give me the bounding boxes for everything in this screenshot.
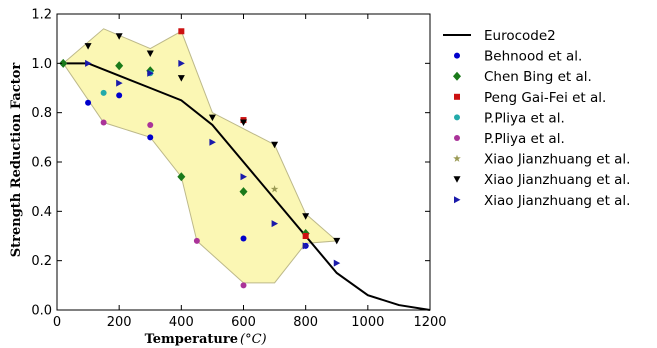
eurocode2-line: [63, 62, 431, 311]
legend-marker-swatch: [454, 52, 460, 59]
series-1-point: [147, 134, 154, 141]
legend-marker-swatch: [454, 196, 461, 204]
series-2-point: [59, 58, 68, 68]
series-8-point: [178, 59, 185, 67]
y-axis-ticks: 0.0 0.2 0.4 0.6 0.8 1.0 1.2: [31, 8, 430, 319]
data-envelope: [62, 28, 338, 284]
series-6-point: [270, 185, 279, 193]
series-8-point: [271, 220, 279, 228]
legend-label: Peng Gai-Fei et al.: [484, 90, 606, 106]
series-3-point: [302, 233, 309, 239]
y-tick-label: 0.2: [31, 254, 52, 269]
series-8-point: [209, 138, 216, 146]
series-2-point: [239, 187, 248, 197]
x-axis-ticks: 0 200 400 600 800 1000 1200: [53, 14, 447, 330]
series-1-point: [85, 99, 92, 106]
y-tick-label: 1.2: [31, 8, 52, 23]
series-7-point: [84, 43, 92, 50]
series-5-point: [147, 122, 154, 128]
series-7-point: [271, 141, 279, 149]
series-4-point: [100, 89, 107, 96]
y-tick-label: 1.0: [31, 57, 52, 72]
series-8-point: [85, 59, 92, 67]
x-tick-label: 1200: [413, 315, 446, 330]
legend-label: Behnood et al.: [484, 49, 582, 65]
y-tick-label: 0.0: [31, 304, 52, 319]
x-tick-label: 600: [231, 315, 256, 330]
legend-marker-swatch: [454, 135, 460, 141]
series-8-point: [333, 259, 341, 267]
legend-label: Xiao Jianzhuang et al.: [484, 172, 630, 188]
y-tick-label: 0.8: [31, 106, 52, 121]
legend-label: P.Pliya et al.: [484, 110, 565, 126]
legend-label: Chen Bing et al.: [484, 69, 592, 85]
y-tick-label: 0.6: [31, 156, 52, 171]
series-1-point: [240, 235, 247, 242]
legend-label: Xiao Jianzhuang et al.: [484, 152, 630, 168]
x-tick-label: 400: [169, 315, 194, 330]
legend-marker-swatch: [454, 114, 460, 121]
series-1-point: [116, 92, 123, 99]
legend-label: Eurocode2: [484, 28, 556, 44]
series-8-point: [240, 173, 247, 181]
series-7-point: [146, 50, 154, 57]
series-8-point: [302, 242, 310, 250]
x-tick-label: 800: [293, 315, 318, 330]
legend-label: P.Pliya et al.: [484, 131, 565, 147]
series-7-point: [240, 119, 247, 127]
series-3-point: [178, 28, 185, 35]
series-7-point: [115, 33, 123, 40]
series-7-point: [177, 75, 185, 82]
y-axis-label: Strength Reduction Factor: [9, 63, 24, 258]
x-tick-label: 0: [53, 315, 61, 330]
legend-marker-swatch: [453, 71, 461, 81]
series-2-point: [177, 172, 186, 182]
series-7-point: [333, 237, 341, 245]
series-7-point: [302, 213, 310, 220]
series-7-point: [208, 114, 216, 122]
legend-marker-swatch: [453, 154, 461, 162]
envelope-polygon: [62, 28, 338, 284]
x-axis-label: Temperature: [145, 332, 238, 347]
series-8-point: [147, 69, 154, 77]
series-2-point: [115, 61, 124, 71]
y-tick-label: 0.4: [31, 205, 52, 220]
x-tick-label: 1000: [351, 315, 384, 330]
x-axis-unit: (°C): [240, 332, 267, 347]
legend-marker-swatch: [454, 93, 460, 100]
series-markers: [59, 28, 341, 289]
legend-marker-swatch: [453, 176, 461, 183]
series-5-point: [193, 237, 200, 244]
series-lines: [63, 62, 431, 311]
series-8-point: [116, 79, 123, 87]
legend: Eurocode2 Behnood et al. Chen Bing et al. P…: [443, 28, 630, 209]
series-5-point: [240, 282, 247, 289]
legend-label: Xiao Jianzhuang et al.: [484, 193, 630, 209]
series-5-point: [100, 119, 107, 126]
x-tick-label: 200: [107, 315, 132, 330]
